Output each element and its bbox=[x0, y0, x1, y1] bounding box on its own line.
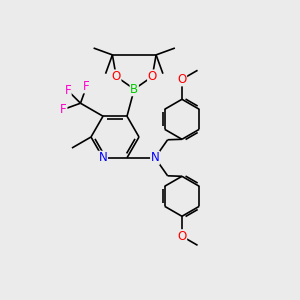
Text: O: O bbox=[112, 70, 121, 83]
Text: B: B bbox=[130, 83, 138, 96]
Text: F: F bbox=[60, 103, 67, 116]
Text: N: N bbox=[151, 151, 159, 164]
Text: N: N bbox=[99, 151, 107, 164]
Text: O: O bbox=[177, 73, 187, 86]
Text: F: F bbox=[83, 80, 90, 93]
Text: O: O bbox=[177, 230, 187, 243]
Text: F: F bbox=[64, 84, 71, 97]
Text: O: O bbox=[148, 70, 157, 83]
